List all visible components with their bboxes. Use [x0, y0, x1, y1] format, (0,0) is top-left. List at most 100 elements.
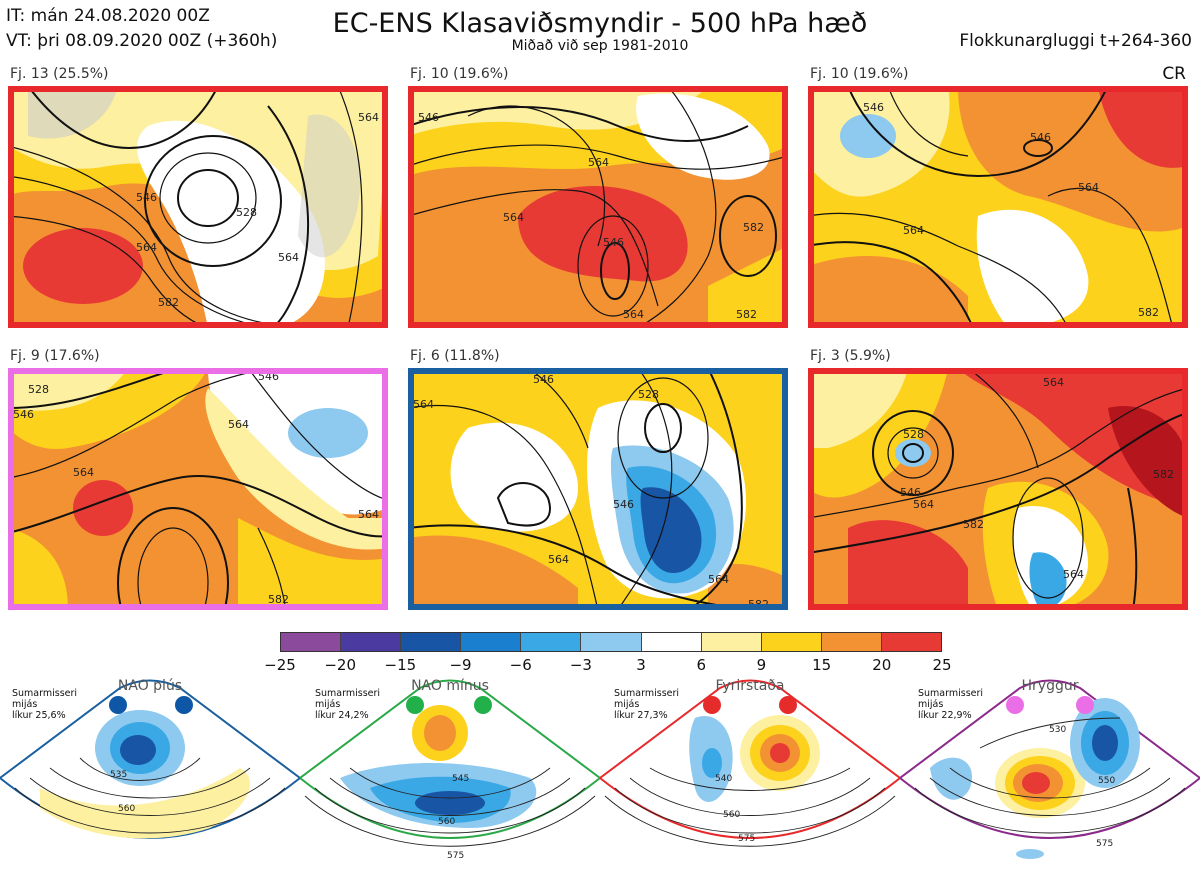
contour-label: 564 — [503, 211, 524, 224]
contour-label: 546 — [613, 498, 634, 511]
colorbar-swatch — [641, 633, 702, 651]
contour-label: 575 — [1096, 839, 1113, 849]
colorbar-swatch — [701, 633, 762, 651]
contour-label: 546 — [603, 236, 624, 249]
contour-label: 582 — [736, 308, 757, 321]
contour-label: 564 — [1078, 181, 1099, 194]
contour-label: 582 — [748, 598, 769, 610]
contour-label: 528 — [638, 388, 659, 401]
contour-label: 546 — [136, 191, 157, 204]
colorbar-tick-label: 3 — [636, 656, 646, 674]
regime-nao-plus: 535 560 NAO plús Sumarmisseri mijás líkur … — [0, 678, 300, 868]
page-subtitle: Miðað við sep 1981-2010 — [511, 38, 689, 54]
regime-nao-minus: 545 560 575 NAO mínus Sumarmisseri mijás l… — [300, 678, 600, 868]
contour-label: 545 — [452, 774, 469, 784]
colorbar-tick-label: 20 — [872, 656, 892, 674]
colorbar-tick-label: −6 — [509, 656, 532, 674]
colorbar-swatch — [461, 633, 522, 651]
panel-3-label: Fj. 10 (19.6%) — [810, 66, 909, 82]
colorbar-swatch — [881, 633, 942, 651]
contour-label: 564 — [228, 418, 249, 431]
contour-label: 564 — [903, 224, 924, 237]
contour-label: 564 — [588, 156, 609, 169]
colorbar-swatch — [401, 633, 462, 651]
panel-1-label: Fj. 13 (25.5%) — [10, 66, 109, 82]
regime-dot — [1076, 696, 1094, 714]
contour-label: 564 — [708, 573, 729, 586]
contour-label: 564 — [73, 466, 94, 479]
cluster-map-5: 564 546 528 546 564 564 582 — [408, 368, 788, 610]
map-3-field: 546 564 546 564 582 — [808, 86, 1188, 328]
colorbar-tick-label: −25 — [264, 656, 296, 674]
regime-dot — [703, 696, 721, 714]
colorbar-tick-label: −20 — [324, 656, 356, 674]
panel-5-label: Fj. 6 (11.8%) — [410, 348, 500, 364]
regime-stat: Sumarmisseri mijás líkur 25,6% — [12, 688, 78, 721]
contour-label: 535 — [110, 770, 127, 780]
regime-dot — [1006, 696, 1024, 714]
contour-label: 564 — [1063, 568, 1084, 581]
contour-label: 528 — [903, 428, 924, 441]
valid-time: VT: þri 08.09.2020 00Z (+360h) — [6, 31, 278, 51]
colorbar-swatch — [341, 633, 402, 651]
page-title: EC-ENS Klasaviðsmyndir - 500 hPa hæð — [332, 8, 868, 39]
classification-window: Flokkunargluggi t+264-360 — [959, 31, 1192, 51]
map-6-field: 564 528 546 564 582 564 582 — [808, 368, 1188, 610]
contour-label: 575 — [447, 851, 464, 861]
regime-dot — [779, 696, 797, 714]
colorbar-tick-label: −15 — [384, 656, 417, 674]
contour-label: 582 — [963, 518, 984, 531]
contour-label: 564 — [278, 251, 299, 264]
panel-6-label: Fj. 3 (5.9%) — [810, 348, 891, 364]
regime-dot — [175, 696, 193, 714]
colorbar-tick-label: −9 — [449, 656, 472, 674]
regime-map: 535 560 — [0, 679, 300, 839]
cluster-map-2: 546 564 564 546 582 564 582 — [408, 86, 788, 328]
regime-dot — [474, 696, 492, 714]
contour-label: 528 — [236, 206, 257, 219]
contour-label: 528 — [28, 383, 49, 396]
panel-4-label: Fj. 9 (17.6%) — [10, 348, 100, 364]
panel-2-label: Fj. 10 (19.6%) — [410, 66, 509, 82]
colorbar-tick-label: −3 — [569, 656, 592, 674]
contour-label: 564 — [358, 111, 379, 124]
regime-stat: Sumarmisseri mijás líkur 24,2% — [315, 688, 381, 721]
cluster-map-6: 564 528 546 564 582 564 582 — [808, 368, 1188, 610]
contour-label: 546 — [258, 370, 279, 383]
contour-label: 546 — [418, 111, 439, 124]
contour-label: 560 — [438, 817, 455, 827]
regime-name: Hryggur — [1021, 678, 1079, 694]
regime-map: 530 550 575 — [900, 679, 1200, 859]
contour-label: 582 — [1153, 468, 1174, 481]
contour-label: 546 — [900, 486, 921, 499]
contour-label: 582 — [158, 296, 179, 309]
regime-dot — [109, 696, 127, 714]
regime-stat: Sumarmisseri mijás líkur 22,9% — [918, 688, 984, 721]
contour-label: 564 — [913, 498, 934, 511]
regime-blocking: 540 560 575 Fyrirstaða Sumarmisseri mijás… — [600, 678, 900, 868]
regime-name: Fyrirstaða — [715, 678, 785, 694]
regime-ridge: 530 550 575 Hryggur Sumarmisseri mijás lík… — [900, 678, 1200, 868]
colorbar-tick-label: 15 — [812, 656, 832, 674]
colorbar-swatch — [821, 633, 882, 651]
colorbar-swatch — [761, 633, 822, 651]
regime-dot — [406, 696, 424, 714]
contour-label: 564 — [623, 308, 644, 321]
colorbar-swatch — [281, 633, 342, 651]
contour-label: 564 — [548, 553, 569, 566]
map-1-field: 546 564 528 564 582 564 — [8, 86, 388, 328]
contour-label: 582 — [268, 593, 289, 606]
regime-name: NAO mínus — [411, 678, 489, 694]
contour-label: 546 — [13, 408, 34, 421]
contour-label: 564 — [358, 508, 379, 521]
colorbar — [280, 632, 942, 652]
initial-time: IT: mán 24.08.2020 00Z — [6, 6, 210, 26]
cluster-map-1: 546 564 528 564 582 564 — [8, 86, 388, 328]
contour-label: 530 — [1049, 725, 1066, 735]
contour-label: 560 — [118, 804, 135, 814]
colorbar-tick-label: 6 — [696, 656, 707, 674]
colorbar-swatch — [581, 633, 642, 651]
contour-label: 546 — [863, 101, 884, 114]
map-4-field: 528 546 564 564 546 564 582 — [8, 368, 388, 610]
colorbar-tick-label: 9 — [756, 656, 767, 674]
